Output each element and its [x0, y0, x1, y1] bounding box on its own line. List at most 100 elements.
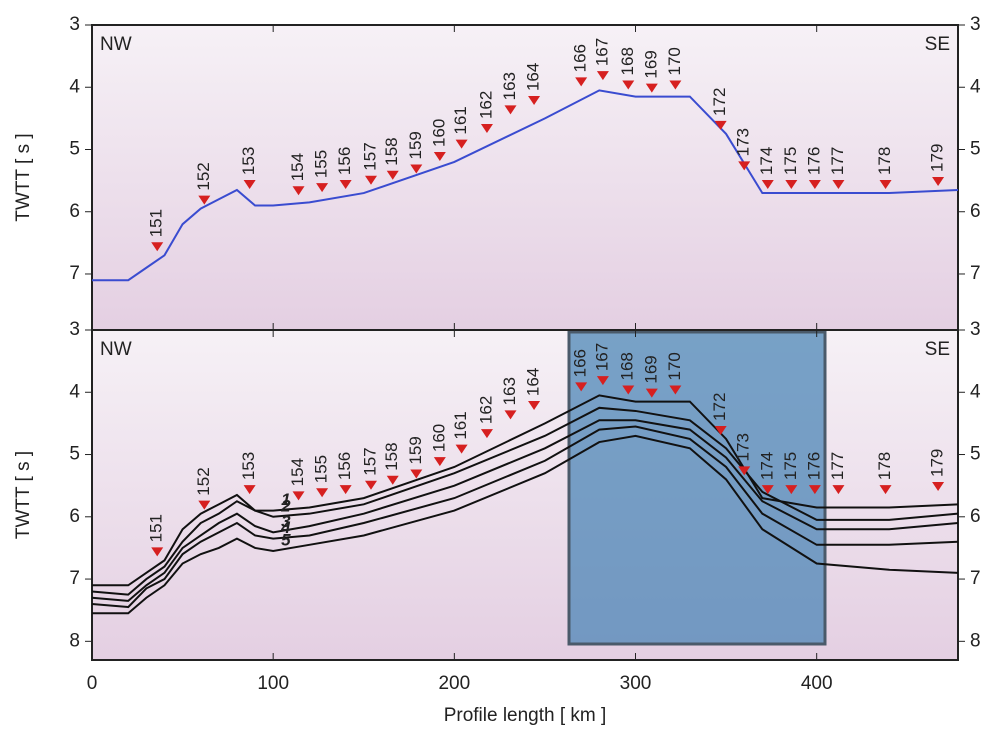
station-marker — [433, 457, 446, 467]
station-label: 163 — [500, 377, 519, 405]
station-label: 174 — [757, 147, 776, 175]
y-tick-label-right: 3 — [970, 14, 981, 35]
station-label: 154 — [288, 153, 307, 181]
y-tick-label-right: 3 — [970, 319, 981, 340]
station-marker — [480, 429, 493, 439]
station-label: 162 — [476, 91, 495, 119]
station-label: 154 — [288, 458, 307, 486]
station-label: 176 — [804, 452, 823, 480]
station-label: 166 — [571, 349, 590, 377]
station-label: 179 — [928, 449, 947, 477]
station-label: 175 — [781, 147, 800, 175]
station-marker — [316, 488, 329, 498]
station-label: 167 — [592, 343, 611, 371]
station-marker — [243, 180, 256, 190]
highlight-box — [567, 330, 827, 646]
station-label: 157 — [360, 142, 379, 170]
station-marker — [761, 485, 774, 495]
y-axis-label: TWTT [ s ] — [13, 451, 34, 539]
station-marker — [832, 485, 845, 495]
station-marker — [645, 388, 658, 398]
y-tick-label: 6 — [69, 201, 80, 222]
station-label: 153 — [239, 147, 258, 175]
station-label: 160 — [429, 119, 448, 147]
horizon-line — [91, 419, 959, 602]
station-label: 169 — [641, 50, 660, 78]
station-marker — [808, 180, 821, 190]
station-label: 155 — [312, 150, 331, 178]
station-label: 166 — [571, 44, 590, 72]
horizon-label: 2 — [280, 496, 291, 515]
station-label: 158 — [382, 442, 401, 470]
y-tick-label: 3 — [69, 14, 80, 35]
station-marker — [410, 164, 423, 174]
station-marker — [879, 485, 892, 495]
y-tick-label-right: 7 — [970, 568, 981, 589]
station-marker — [198, 195, 211, 205]
station-label: 164 — [524, 63, 543, 91]
station-marker — [669, 80, 682, 90]
y-tick-label-right: 7 — [970, 263, 981, 284]
station-marker — [292, 186, 305, 196]
station-marker — [738, 161, 751, 171]
annotation: SE — [925, 34, 950, 55]
station-label: 152 — [194, 467, 213, 495]
y-tick-label: 7 — [69, 568, 80, 589]
station-marker — [645, 83, 658, 93]
station-marker — [455, 444, 468, 454]
y-tick-label-right: 5 — [970, 139, 981, 160]
station-label: 176 — [804, 147, 823, 175]
station-label: 178 — [875, 452, 894, 480]
station-marker — [932, 176, 945, 186]
y-tick-label-right: 4 — [970, 381, 981, 402]
y-tick-label-right: 5 — [970, 444, 981, 465]
horizon-line — [92, 434, 959, 615]
station-marker — [808, 485, 821, 495]
station-label: 158 — [382, 137, 401, 165]
y-tick-label-right: 6 — [970, 201, 981, 222]
station-marker — [480, 124, 493, 134]
station-label: 174 — [757, 452, 776, 480]
station-marker — [714, 425, 727, 435]
plot-frame — [91, 329, 959, 661]
horizon-label: 5 — [281, 531, 291, 550]
station-label: 161 — [451, 106, 470, 134]
station-label: 156 — [335, 147, 354, 175]
station-marker — [151, 547, 164, 557]
station-label: 173 — [734, 128, 753, 156]
station-marker — [433, 152, 446, 162]
station-label: 157 — [360, 447, 379, 475]
station-marker — [365, 480, 378, 490]
y-tick-label: 4 — [69, 76, 80, 97]
station-label: 161 — [451, 411, 470, 439]
horizon-label: 1 — [281, 490, 290, 509]
station-label: 172 — [710, 88, 729, 116]
x-tick-label: 100 — [257, 673, 289, 694]
horizon-label: 3 — [281, 512, 291, 531]
station-marker — [596, 71, 609, 81]
station-marker — [575, 382, 588, 392]
station-marker — [528, 401, 541, 411]
x-tick-label: 300 — [620, 673, 652, 694]
y-tick-label: 5 — [69, 139, 80, 160]
y-tick-label-right: 6 — [970, 506, 981, 527]
y-tick-label: 8 — [69, 630, 80, 651]
x-tick-label: 0 — [87, 673, 98, 694]
station-label: 172 — [710, 393, 729, 421]
station-marker — [504, 410, 517, 420]
y-tick-label-right: 8 — [970, 630, 981, 651]
station-marker — [832, 180, 845, 190]
station-label: 179 — [928, 144, 947, 172]
station-label: 168 — [618, 352, 637, 380]
station-marker — [365, 175, 378, 185]
station-label: 152 — [194, 162, 213, 190]
station-label: 170 — [665, 352, 684, 380]
station-marker — [339, 485, 352, 495]
station-label: 177 — [828, 147, 847, 175]
station-label: 153 — [239, 452, 258, 480]
station-label: 151 — [147, 514, 166, 542]
station-label: 163 — [500, 72, 519, 100]
station-marker — [386, 475, 399, 485]
station-label: 167 — [592, 38, 611, 66]
